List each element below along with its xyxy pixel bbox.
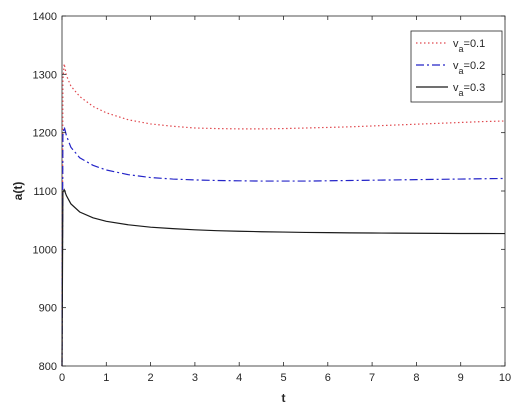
x-tick-label: 4	[236, 372, 242, 384]
x-axis: 0 1 2 3 4 5 6 7 8 9 10	[59, 16, 511, 384]
y-tick-label: 1100	[33, 186, 57, 198]
x-tick-label: 8	[413, 372, 419, 384]
y-tick-label: 800	[39, 361, 57, 373]
legend-box	[410, 30, 503, 103]
y-tick-label: 1000	[33, 244, 57, 256]
legend-label-1: va=0.1	[453, 38, 485, 54]
x-tick-label: 9	[458, 372, 464, 384]
x-tick-label: 5	[280, 372, 286, 384]
series-line-2	[61, 126, 506, 367]
x-tick-label: 0	[59, 372, 65, 384]
y-axis: 800 900 1000 1100 1200 1300 1400	[33, 11, 505, 373]
x-axis-label: t	[282, 391, 286, 405]
legend-label-2: va=0.2	[453, 60, 485, 76]
y-tick-label: 1300	[33, 69, 57, 81]
series-lines	[61, 63, 506, 367]
legend-label-3: va=0.3	[453, 82, 485, 98]
x-tick-label: 7	[369, 372, 375, 384]
x-tick-label: 1	[103, 372, 109, 384]
y-tick-label: 900	[39, 303, 57, 315]
x-tick-label: 6	[325, 372, 331, 384]
y-tick-label: 1400	[33, 11, 57, 23]
legend: va=0.1 va=0.2 va=0.3	[410, 30, 503, 103]
x-tick-label: 10	[499, 372, 511, 384]
y-tick-label: 1200	[33, 128, 57, 140]
y-axis-label: a(t)	[11, 182, 25, 201]
series-line-3	[61, 188, 506, 367]
x-tick-label: 2	[148, 372, 154, 384]
x-tick-label: 3	[192, 372, 198, 384]
